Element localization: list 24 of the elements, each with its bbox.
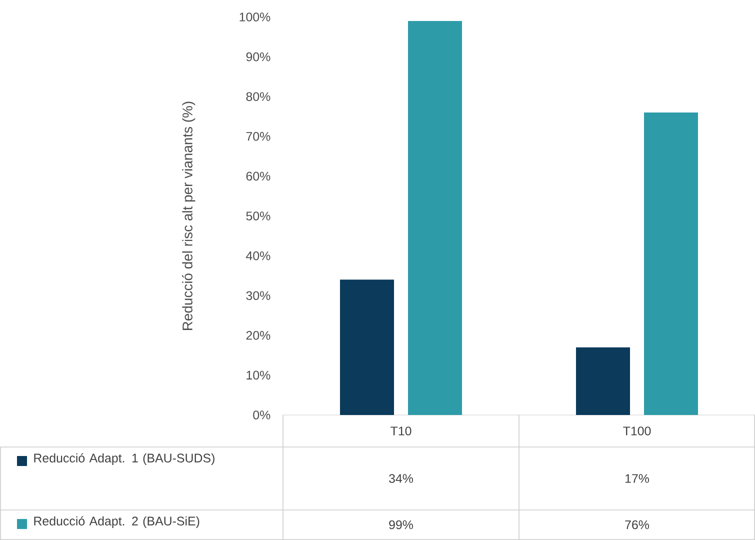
y-tick-label: 80%: [246, 92, 270, 102]
x-tick-label: T10: [390, 426, 412, 436]
y-tick-label: 0%: [253, 410, 270, 420]
y-tick-label: 30%: [246, 291, 270, 300]
legend-label: Reducció Adapt. 1 (BAU-SUDS): [34, 453, 214, 465]
data-label: 99%: [389, 520, 414, 530]
y-tick-label: 20%: [246, 330, 270, 340]
y-tick-label: 40%: [246, 251, 270, 260]
bar: [408, 20, 462, 415]
bar: [340, 280, 394, 415]
y-tick-label: 10%: [246, 370, 270, 380]
y-tick-label: 50%: [246, 212, 270, 220]
data-label: 76%: [625, 520, 650, 530]
data-label: 17%: [626, 474, 650, 483]
y-tick-label: 90%: [246, 52, 270, 62]
bar: [576, 347, 630, 415]
legend-label: Reducció Adapt. 2 (BAU-SiE): [34, 516, 200, 528]
y-tick-label: 100%: [240, 12, 270, 22]
x-tick-label: T100: [623, 426, 651, 436]
y-axis-title: Reducció del risc alt per vianants (%): [182, 102, 196, 330]
bar: [644, 112, 698, 415]
y-tick-label: 60%: [246, 172, 270, 181]
data-label: 34%: [389, 474, 414, 483]
y-tick-label: 70%: [246, 132, 270, 141]
